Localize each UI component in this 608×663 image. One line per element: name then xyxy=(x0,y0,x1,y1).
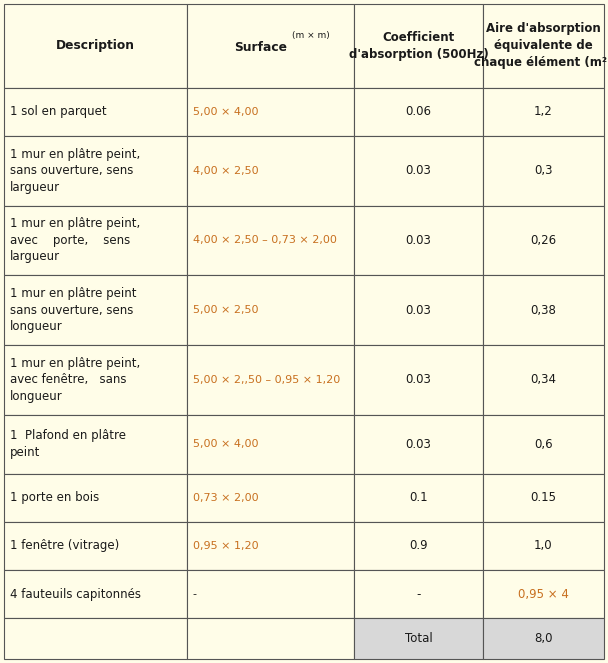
Text: 4,00 × 2,50 – 0,73 × 2,00: 4,00 × 2,50 – 0,73 × 2,00 xyxy=(193,235,336,245)
Bar xyxy=(4,414,187,473)
Bar xyxy=(483,522,604,570)
Bar xyxy=(354,619,483,659)
Bar xyxy=(354,414,483,473)
Bar xyxy=(187,570,354,619)
Text: 0.03: 0.03 xyxy=(406,304,432,316)
Text: 4 fauteuils capitonnés: 4 fauteuils capitonnés xyxy=(10,587,141,601)
Bar xyxy=(187,4,354,88)
Bar xyxy=(354,570,483,619)
Bar xyxy=(4,619,187,659)
Bar xyxy=(187,522,354,570)
Text: 0,6: 0,6 xyxy=(534,438,553,451)
Text: 1,2: 1,2 xyxy=(534,105,553,118)
Bar xyxy=(187,619,354,659)
Text: Description: Description xyxy=(56,39,135,52)
Bar xyxy=(187,136,354,206)
Text: 0,73 × 2,00: 0,73 × 2,00 xyxy=(193,493,258,503)
Bar xyxy=(4,88,187,136)
Bar xyxy=(354,473,483,522)
Text: 0,95 × 4: 0,95 × 4 xyxy=(518,587,568,601)
Bar xyxy=(4,345,187,414)
Bar xyxy=(483,136,604,206)
Bar xyxy=(4,4,187,88)
Text: 1 mur en plâtre peint,
sans ouverture, sens
largueur: 1 mur en plâtre peint, sans ouverture, s… xyxy=(10,148,140,194)
Text: 0.06: 0.06 xyxy=(406,105,432,118)
Text: 5,00 × 4,00: 5,00 × 4,00 xyxy=(193,439,258,449)
Bar xyxy=(483,473,604,522)
Bar xyxy=(354,275,483,345)
Bar xyxy=(187,414,354,473)
Text: 0.15: 0.15 xyxy=(530,491,556,504)
Text: (m × m): (m × m) xyxy=(292,31,330,40)
Bar xyxy=(483,570,604,619)
Text: 1 porte en bois: 1 porte en bois xyxy=(10,491,99,504)
Bar xyxy=(483,345,604,414)
Bar xyxy=(4,570,187,619)
Bar xyxy=(483,414,604,473)
Text: 4,00 × 2,50: 4,00 × 2,50 xyxy=(193,166,258,176)
Text: 0.9: 0.9 xyxy=(409,540,428,552)
Bar xyxy=(187,88,354,136)
Bar xyxy=(354,88,483,136)
Text: 5,00 × 2,,50 – 0,95 × 1,20: 5,00 × 2,,50 – 0,95 × 1,20 xyxy=(193,375,340,385)
Text: 1 fenêtre (vitrage): 1 fenêtre (vitrage) xyxy=(10,540,119,552)
Bar xyxy=(187,206,354,275)
Text: 0,3: 0,3 xyxy=(534,164,553,177)
Text: Aire d'absorption
équivalente de
chaque élément (m²): Aire d'absorption équivalente de chaque … xyxy=(474,23,608,70)
Text: 1 mur en plâtre peint
sans ouverture, sens
longueur: 1 mur en plâtre peint sans ouverture, se… xyxy=(10,287,137,333)
Bar xyxy=(4,473,187,522)
Bar xyxy=(354,206,483,275)
Text: 5,00 × 2,50: 5,00 × 2,50 xyxy=(193,305,258,315)
Text: 0.03: 0.03 xyxy=(406,234,432,247)
Text: -: - xyxy=(416,587,421,601)
Bar xyxy=(483,88,604,136)
Bar xyxy=(187,345,354,414)
Bar xyxy=(354,345,483,414)
Text: 5,00 × 4,00: 5,00 × 4,00 xyxy=(193,107,258,117)
Text: 0.1: 0.1 xyxy=(409,491,428,504)
Bar xyxy=(4,206,187,275)
Bar xyxy=(483,206,604,275)
Text: 8,0: 8,0 xyxy=(534,632,553,645)
Text: 1 mur en plâtre peint,
avec fenêtre,   sans
longueur: 1 mur en plâtre peint, avec fenêtre, san… xyxy=(10,357,140,402)
Text: 0,38: 0,38 xyxy=(530,304,556,316)
Text: 1,0: 1,0 xyxy=(534,540,553,552)
Bar xyxy=(483,275,604,345)
Text: 1  Plafond en plâtre
peint: 1 Plafond en plâtre peint xyxy=(10,430,126,459)
Text: 1 sol en parquet: 1 sol en parquet xyxy=(10,105,106,118)
Bar xyxy=(483,4,604,88)
Text: 0,95 × 1,20: 0,95 × 1,20 xyxy=(193,541,258,551)
Bar xyxy=(483,619,604,659)
Text: 0.03: 0.03 xyxy=(406,373,432,387)
Text: 1 mur en plâtre peint,
avec    porte,    sens
largueur: 1 mur en plâtre peint, avec porte, sens … xyxy=(10,217,140,263)
Text: 0.03: 0.03 xyxy=(406,438,432,451)
Bar xyxy=(187,275,354,345)
Text: 0,26: 0,26 xyxy=(530,234,556,247)
Bar xyxy=(4,522,187,570)
Text: -: - xyxy=(193,589,196,599)
Bar xyxy=(354,522,483,570)
Text: Surface: Surface xyxy=(234,41,287,54)
Bar xyxy=(354,4,483,88)
Text: 0,34: 0,34 xyxy=(530,373,556,387)
Bar xyxy=(4,136,187,206)
Text: Total: Total xyxy=(404,632,432,645)
Bar xyxy=(187,473,354,522)
Bar xyxy=(354,136,483,206)
Text: Coefficient
d'absorption (500Hz): Coefficient d'absorption (500Hz) xyxy=(348,30,488,61)
Text: 0.03: 0.03 xyxy=(406,164,432,177)
Bar xyxy=(4,275,187,345)
